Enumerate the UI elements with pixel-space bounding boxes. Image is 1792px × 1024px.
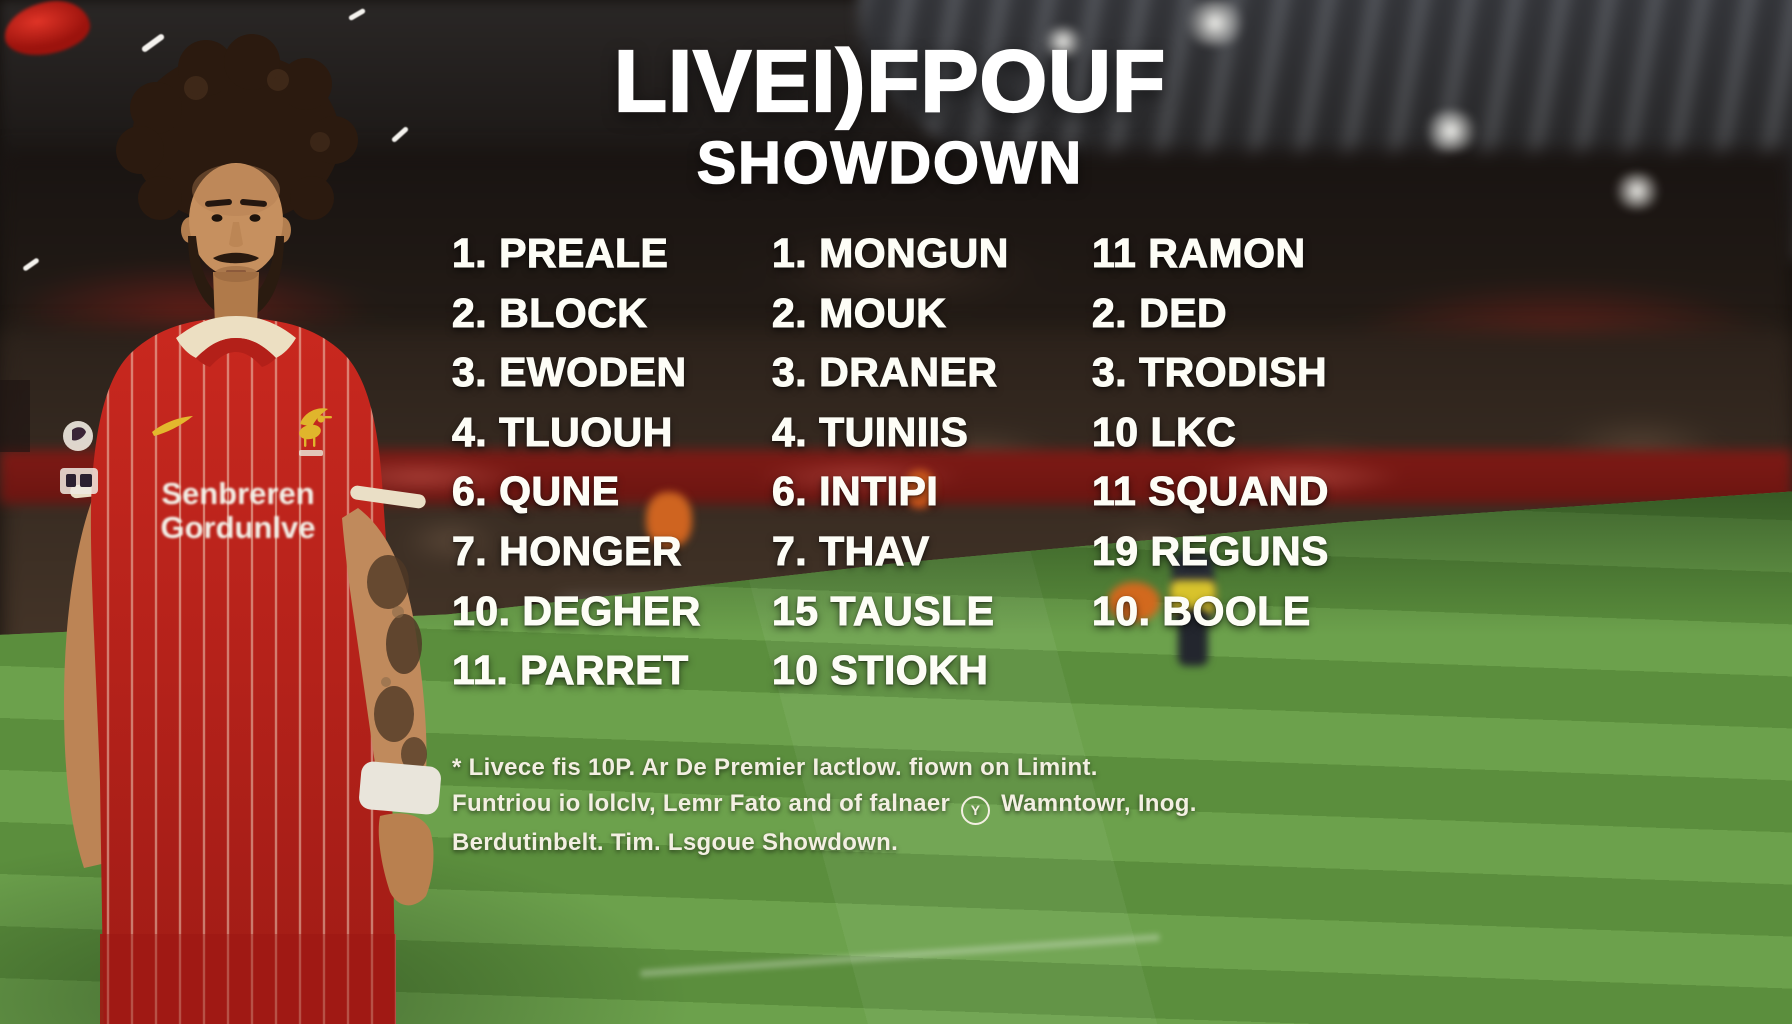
roster-item: 3. TRODISH <box>1091 349 1328 396</box>
subheadline: SHOWDOWN <box>696 130 1084 196</box>
roster-item: 4. TUINIIS <box>771 408 969 455</box>
roster-column-3: 11 RAMON 2. DED 3. TRODISH 10 LKC 11 SQUAND 1… <box>1091 224 1329 641</box>
premier-league-patch-icon <box>60 421 98 494</box>
roster-column-1: 1. PREALE 2. BLOCK 3. EWODEN 4. TLUOUH 6. QU… <box>451 224 701 701</box>
roster-item: 11 SQUAND <box>1091 468 1329 515</box>
roster-column-2: 1. MONGUN 2. MOUK 3. DRANER 4. TUINIIS 6. IN… <box>771 224 1009 701</box>
pitch-marking-line <box>640 933 1160 978</box>
sleeve-cuff <box>350 485 426 509</box>
jersey-sponsor-wordmark: Senbreren Gordunlve <box>160 476 315 545</box>
player-hair <box>116 34 358 224</box>
player-photo: Senbreren Gordunlve <box>0 34 441 1024</box>
circle-mark-icon: Y <box>961 795 991 825</box>
roster-item: 6. QUNE <box>451 468 620 515</box>
player-face <box>181 163 291 326</box>
roster-item: 1. MONGUN <box>771 229 1009 276</box>
liver-bird-crest-icon <box>299 408 332 456</box>
circle-mark-letter: Y <box>970 802 981 818</box>
player-neck <box>213 272 259 326</box>
nike-swoosh-icon <box>152 416 193 436</box>
roster-item: 4. TLUOUH <box>451 408 673 455</box>
roster-item: 11. PARRET <box>451 647 689 694</box>
roster-item: 3. DRANER <box>771 349 998 396</box>
roster-item: 2. DED <box>1091 289 1228 336</box>
player-jersey: Senbreren Gordunlve <box>0 316 396 1024</box>
roster-item: 6. INTIPI <box>771 468 939 515</box>
headline: LIVEI)FPOUF <box>613 32 1167 130</box>
roster-item: 19 REGUNS <box>1091 527 1329 574</box>
roster-item: 7. THAV <box>771 527 930 574</box>
roster-item: 3. EWODEN <box>451 349 687 396</box>
footnote-line-1: * Livece fis 10P. Ar De Premier Iactlow.… <box>452 754 1098 781</box>
jersey-collar <box>176 316 296 358</box>
svg-text:Gordunlve: Gordunlve <box>160 510 315 545</box>
roster-item: 11 RAMON <box>1091 229 1306 276</box>
roster-item: 2. MOUK <box>771 289 947 336</box>
footnote-line-2-text: Funtriou io lolclv, Lemr Fato and of fal… <box>452 790 951 817</box>
roster-item: 1. PREALE <box>451 229 669 276</box>
footnote-block: * Livece fis 10P. Ar De Premier Iactlow.… <box>452 750 1352 861</box>
player-left-arm-tattooed <box>342 485 441 906</box>
svg-text:Senbreren: Senbreren <box>161 476 314 511</box>
roster-item: 7. HONGER <box>451 527 683 574</box>
roster-item: 2. BLOCK <box>451 289 648 336</box>
floodlight-glare <box>1610 172 1664 210</box>
roster-item: 15 TAUSLE <box>771 587 995 634</box>
roster-item: 10 STIOKH <box>771 647 989 694</box>
floodlight-glare <box>1420 110 1482 152</box>
roster-item: 10 LKC <box>1091 408 1237 455</box>
roster-item: 10. DEGHER <box>451 587 701 634</box>
roster-item: 10. BOOLE <box>1091 587 1311 634</box>
player-hand <box>378 813 434 906</box>
footnote-line-3: Berdutinbelt. Tim. Lsgoue Showdown. <box>452 828 899 856</box>
title-block: LIVEI)FPOUF SHOWDOWN <box>430 32 1350 196</box>
wristband <box>359 761 441 815</box>
footnote-line-2-text: Wamntowr, Inog. <box>1001 790 1197 817</box>
footnote-line-2: Funtriou io lolclv, Lemr Fato and of fal… <box>452 786 1352 825</box>
